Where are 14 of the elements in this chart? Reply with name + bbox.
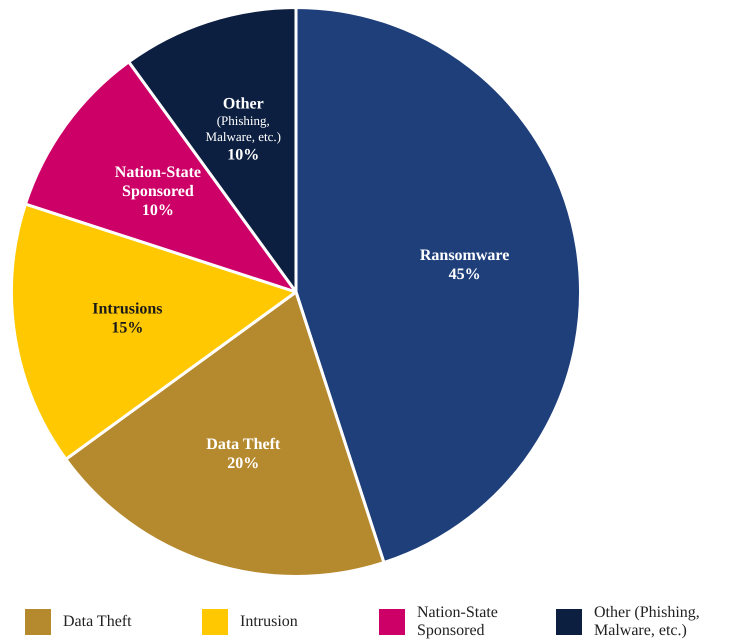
text: Intrusion [240, 613, 299, 631]
slice-label: Data Theft [206, 436, 281, 453]
slice-label: Other (Phishing, Malware, etc.) [206, 95, 281, 144]
slice-label: Nation-State Sponsored [114, 164, 202, 200]
data-label: 45% [448, 266, 481, 283]
data-label: 10% [142, 202, 174, 219]
slice-label: Ransomware [420, 246, 510, 264]
text: Nation-State Sponsored [417, 604, 499, 640]
data-label: 15% [111, 319, 144, 336]
text: Data Theft [63, 613, 133, 631]
slice-label: Intrusions [92, 300, 163, 318]
data-label: 10% [227, 146, 260, 164]
text: Other (Phishing, Malware, etc.) [594, 604, 701, 640]
data-label: 20% [227, 454, 260, 472]
